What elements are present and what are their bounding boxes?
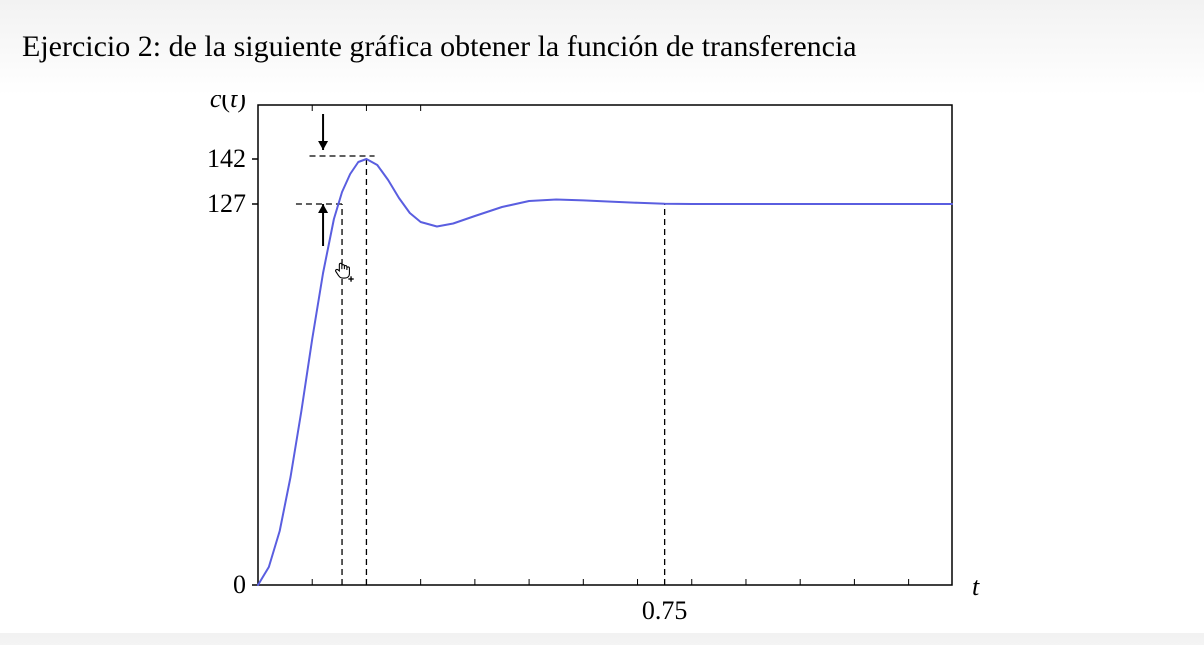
- plot-frame: [258, 105, 952, 585]
- y-tick-label: 0: [233, 570, 246, 599]
- y-tick-label: 127: [207, 189, 246, 218]
- y-axis-label: c(t): [210, 95, 246, 113]
- step-response-chart: 142 127 0 0.75 c(t) t: [193, 95, 1012, 645]
- x-tick-label: 0.75: [642, 596, 688, 625]
- page-title: Ejercicio 2: de la siguiente gráfica obt…: [22, 30, 857, 64]
- chart-svg: 142 127 0 0.75 c(t) t: [193, 95, 1012, 645]
- x-axis-label: t: [972, 572, 980, 601]
- y-tick-label: 142: [207, 144, 246, 173]
